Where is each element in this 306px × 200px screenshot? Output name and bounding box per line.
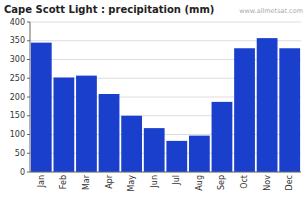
bar <box>279 48 300 172</box>
bar <box>144 128 165 172</box>
bar <box>76 76 97 172</box>
x-tick-label: Jan <box>37 175 46 188</box>
bar <box>257 38 278 172</box>
bars <box>31 38 300 172</box>
y-tick-label: 300 <box>10 55 25 64</box>
grid-line <box>30 22 301 23</box>
title: Cape Scott Light : precipitation (mm) <box>4 4 214 15</box>
x-tick-label: Apr <box>105 174 114 189</box>
watermark: www.allmetsat.com <box>239 7 303 15</box>
x-tick-label: May <box>127 175 136 192</box>
x-tick-label: Nov <box>263 175 272 191</box>
y-tick-label: 350 <box>10 36 25 45</box>
x-tick-label: Mar <box>82 174 91 190</box>
y-tick-label: 400 <box>10 18 25 27</box>
bar <box>189 136 210 172</box>
bar <box>53 78 74 173</box>
x-tick-label: Feb <box>59 175 68 189</box>
y-tick-label: 50 <box>15 149 25 158</box>
x-tick-label: Jul <box>172 175 181 186</box>
page: {"chart_data": {"type": "bar", "title": … <box>0 0 306 200</box>
bar <box>121 116 142 172</box>
x-tick-label: Sep <box>217 175 226 190</box>
y-tick-label: 250 <box>10 74 25 83</box>
x-tick-label: Jun <box>150 175 159 189</box>
bar <box>99 94 120 172</box>
y-tick-label: 150 <box>10 111 25 120</box>
bar <box>212 102 233 172</box>
bar <box>31 43 52 172</box>
x-tick-label: Oct <box>240 175 249 189</box>
y-axis-line <box>30 22 31 172</box>
chart-svg: 0 50 100 150 200 250 300 350 400 Jan Feb Mar Apr May J… <box>0 0 306 200</box>
chart-container: 0 50 100 150 200 250 300 350 400 Jan Feb Mar Apr May J… <box>0 0 306 200</box>
x-axis-line <box>30 172 301 173</box>
grid-line <box>30 172 301 173</box>
x-tick-label: Dec <box>285 175 294 190</box>
bar <box>234 48 255 172</box>
y-tick-label: 0 <box>20 168 25 177</box>
y-tick-label: 100 <box>10 130 25 139</box>
y-tick-label: 200 <box>10 93 25 102</box>
x-tick-label: Aug <box>195 175 204 191</box>
bar <box>166 141 187 172</box>
